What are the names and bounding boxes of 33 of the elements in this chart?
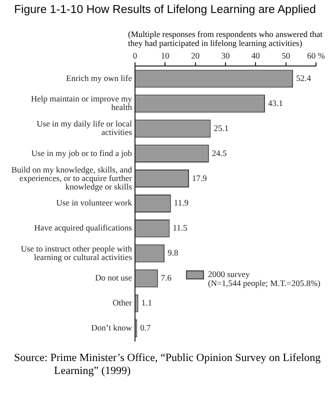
x-tick-label: 0	[132, 50, 138, 60]
chart-title: Figure 1-1-10 How Results of Lifelong Learning are Applied	[13, 4, 317, 16]
y-tick-label: Use to instruct other people with learning or cultural activities	[20, 243, 133, 262]
data-label: 17.9	[192, 172, 207, 183]
y-tick-label: Build on my knowledge, skills, and experiences, or to acquire further knowledge or skills	[11, 164, 133, 192]
y-tick-label: Help maintain or improve my health	[30, 94, 133, 112]
legend-label: 2000 survey (N=1,544 people; M.T.=205.8%)	[208, 268, 321, 288]
x-tick-label: 10	[160, 50, 170, 60]
data-label: 1.1	[141, 298, 152, 308]
data-label: 7.6	[160, 272, 172, 283]
y-tick-label: Enrich my own life	[66, 72, 132, 83]
data-label: 24.5	[212, 148, 227, 158]
y-tick-label: Other	[112, 298, 132, 308]
data-label: 9.8	[168, 248, 178, 258]
source-note: Source: Prime Minister’s Office, “Public Opinion Survey on Lifelong Learning” (1999)	[14, 352, 322, 378]
chart-subtitle: (Multiple responses from respondents who answered that they had participated in lifelong learning activities)	[128, 29, 324, 48]
x-tick-label: 20	[191, 50, 200, 60]
y-tick-label: Don’t know	[91, 322, 133, 333]
data-label: 43.1	[268, 98, 283, 108]
data-label: 25.1	[214, 122, 229, 133]
y-tick-label: Do not use	[95, 272, 132, 283]
data-label: 0.7	[140, 322, 151, 333]
x-tick-label: 50	[282, 50, 290, 60]
x-tick-label: 60 %	[307, 50, 325, 60]
x-tick-label: 40	[251, 50, 260, 60]
data-label: 11.5	[172, 222, 188, 233]
y-tick-label: Use in my job or to find a job	[31, 148, 132, 158]
y-tick-label: Use in volunteer work	[56, 198, 133, 208]
x-tick-label: 30	[221, 50, 230, 60]
data-label: 11.9	[174, 198, 188, 208]
y-tick-label: Have acquired qualifications	[34, 222, 132, 233]
data-label: 52.4	[296, 72, 312, 83]
y-tick-label: Use in my daily life or local activities	[36, 118, 133, 138]
